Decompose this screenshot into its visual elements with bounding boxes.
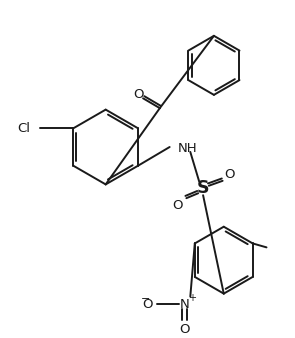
Text: NH: NH	[178, 143, 197, 155]
Text: O: O	[133, 88, 143, 101]
Text: O: O	[172, 198, 183, 212]
Text: N: N	[180, 298, 189, 311]
Text: S: S	[197, 179, 209, 197]
Text: O: O	[224, 168, 235, 181]
Text: O: O	[179, 322, 190, 336]
Text: Cl: Cl	[17, 122, 30, 135]
Text: O: O	[143, 298, 153, 311]
Text: −: −	[140, 293, 150, 304]
Text: +: +	[188, 293, 196, 303]
